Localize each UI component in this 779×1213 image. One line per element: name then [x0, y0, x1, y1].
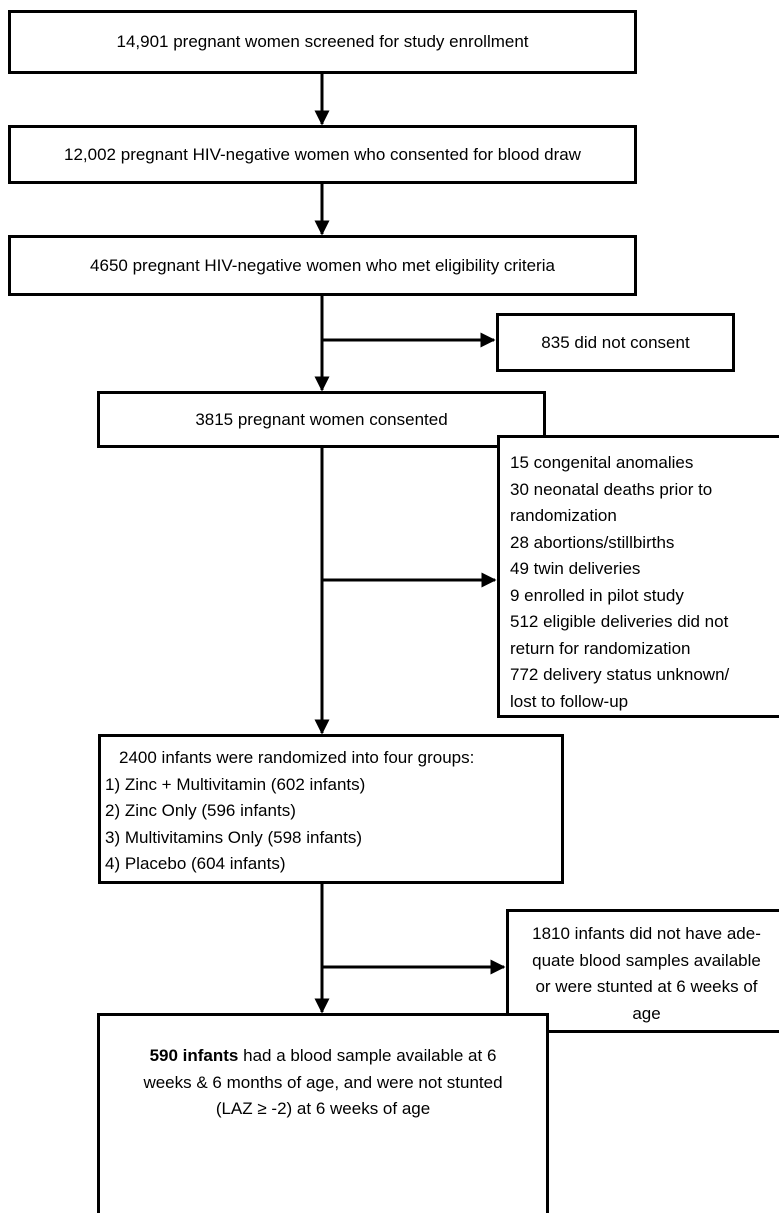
final-line-3: (LAZ ≥ -2) at 6 weeks of age	[215, 1099, 431, 1118]
excluded-2-line: quate blood samples available	[532, 950, 761, 970]
consented-blood-text: 12,002 pregnant HIV-negative women who c…	[64, 144, 581, 164]
excluded-2-box: 1810 infants did not have ade- quate blo…	[506, 909, 779, 1033]
excluded-1-box: 15 congenital anomalies 30 neonatal deat…	[497, 435, 779, 718]
excluded-1-line: 772 delivery status unknown/	[510, 665, 730, 684]
excluded-1-line: return for randomization	[510, 638, 691, 658]
group-zinc-multivitamin: 1) Zinc + Multivitamin (602 infants)	[105, 774, 366, 794]
excluded-1-line: randomization	[510, 506, 617, 525]
consented-blood-box: 12,002 pregnant HIV-negative women who c…	[8, 125, 637, 184]
not-consent-text: 835 did not consent	[541, 332, 690, 352]
excluded-1-line: 15 congenital anomalies	[510, 453, 694, 472]
excluded-2-line: 1810 infants did not have ade-	[532, 924, 761, 943]
final-line-1: 590 infants had a blood sample available…	[100, 1043, 546, 1070]
final-line-2: weeks & 6 months of age, and were not st…	[143, 1072, 503, 1092]
excluded-1-line: 512 eligible deliveries did not	[510, 612, 729, 631]
screened-box: 14,901 pregnant women screened for study…	[8, 10, 637, 74]
randomized-heading: 2400 infants were randomized into four g…	[119, 748, 475, 767]
randomized-box: 2400 infants were randomized into four g…	[98, 734, 564, 884]
excluded-1-line: 49 twin deliveries	[510, 559, 641, 578]
excluded-1-line: 9 enrolled in pilot study	[510, 585, 684, 605]
not-consent-box: 835 did not consent	[496, 313, 735, 372]
screened-text: 14,901 pregnant women screened for study…	[116, 32, 529, 51]
consented-box: 3815 pregnant women consented	[97, 391, 546, 448]
group-multivitamins-only: 3) Multivitamins Only (598 infants)	[105, 827, 362, 847]
excluded-1-line: 30 neonatal deaths prior to	[510, 479, 713, 499]
eligible-text: 4650 pregnant HIV-negative women who met…	[90, 255, 555, 275]
final-count: 590 infants	[149, 1046, 239, 1065]
consented-text: 3815 pregnant women consented	[195, 409, 448, 429]
excluded-2-line: age	[632, 1003, 661, 1023]
excluded-1-line: lost to follow-up	[510, 691, 629, 711]
final-line-1-rest: had a blood sample available at 6	[238, 1046, 497, 1065]
group-zinc-only: 2) Zinc Only (596 infants)	[105, 801, 296, 820]
final-box: 590 infants had a blood sample available…	[97, 1013, 549, 1213]
excluded-1-line: 28 abortions/stillbirths	[510, 532, 675, 552]
group-placebo: 4) Placebo (604 infants)	[105, 854, 286, 873]
eligible-box: 4650 pregnant HIV-negative women who met…	[8, 235, 637, 296]
excluded-2-line: or were stunted at 6 weeks of	[535, 977, 758, 996]
